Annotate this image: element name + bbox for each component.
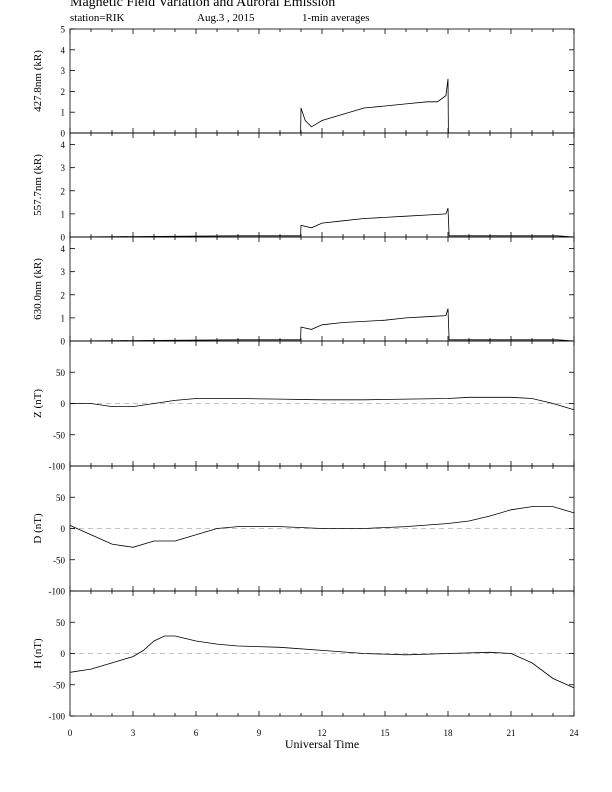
y-tick-label: 2 (61, 87, 66, 97)
y-tick-label: 3 (61, 163, 66, 173)
x-tick-label: 12 (318, 728, 327, 738)
y-axis-label: 427.8nm (kR) (32, 50, 44, 112)
y-tick-label: -50 (53, 680, 65, 690)
y-tick-label: -100 (49, 587, 66, 597)
y-tick-label: -50 (53, 430, 65, 440)
y-tick-label: 4 (61, 244, 66, 254)
y-tick-label: 2 (61, 290, 66, 300)
y-tick-label: 3 (61, 267, 66, 277)
x-tick-label: 6 (194, 728, 199, 738)
y-tick-label: 0 (61, 233, 66, 243)
x-axis-label: Universal Time (285, 737, 359, 751)
y-tick-label: -100 (49, 712, 66, 722)
series-line-630-0nm (69, 308, 575, 342)
y-axis-label: Z (nT) (32, 389, 44, 418)
panel-d: -100 -50 0 50 D (nT) (32, 465, 575, 597)
x-tick-label: 3 (131, 728, 136, 738)
panel-630-0nm: 0 1 2 3 4 630.0nm (kR) (32, 236, 575, 347)
y-axis-label: 630.0nm (kR) (32, 258, 44, 320)
x-tick-label: 18 (444, 728, 454, 738)
panel-frame (69, 132, 575, 238)
series-line-427-8nm (70, 78, 449, 134)
panel-557-7nm: 0 1 2 3 4 557.7nm (kR) (32, 132, 575, 243)
x-tick-label: 15 (381, 728, 391, 738)
series-line-557-7nm (69, 207, 575, 238)
y-tick-label: 1 (61, 209, 66, 219)
y-tick-label: 0 (61, 337, 66, 347)
y-tick-label: 1 (61, 108, 66, 118)
x-tick-label: 21 (507, 728, 516, 738)
date-label: Aug.3 , 2015 (197, 12, 255, 24)
y-tick-label: 50 (56, 493, 66, 503)
y-tick-label: 4 (61, 45, 66, 55)
y-tick-label: 0 (61, 649, 66, 659)
y-tick-label: 1 (61, 313, 66, 323)
panel-frame (69, 28, 575, 134)
y-axis-label: H (nT) (32, 638, 44, 669)
station-label: station=RIK (70, 12, 125, 24)
y-tick-label: 2 (61, 186, 66, 196)
x-tick-label: 9 (257, 728, 262, 738)
x-tick-label: 24 (570, 728, 580, 738)
y-tick-label: 4 (61, 140, 66, 150)
x-tick-label: 0 (68, 728, 73, 738)
y-tick-label: 50 (56, 618, 66, 628)
y-tick-label: 0 (61, 399, 66, 409)
series-line-h (69, 635, 575, 689)
y-tick-label: 5 (61, 25, 66, 35)
y-tick-label: 3 (61, 66, 66, 76)
y-tick-label: 50 (56, 368, 66, 378)
y-tick-label: 0 (61, 129, 66, 139)
panel-frame (69, 236, 575, 342)
averaging-label: 1-min averages (302, 12, 370, 24)
y-axis-label: D (nT) (32, 513, 44, 544)
chart-title: Magnetic Field Variation and Auroral Emi… (70, 0, 336, 10)
series-line-z (70, 396, 575, 411)
y-tick-label: 0 (61, 524, 66, 534)
y-axis-label: 557.7nm (kR) (32, 154, 44, 216)
y-tick-label: -100 (49, 462, 66, 472)
series-line-d (69, 506, 575, 548)
panel-h: -100 -50 0 50 H (nT) (32, 590, 575, 722)
panel-z: -100 -50 0 50 Z (nT) (32, 340, 575, 472)
y-tick-label: -50 (53, 555, 65, 565)
panel-427-8nm: 0 1 2 3 4 5 427.8nm (kR) (32, 25, 575, 139)
